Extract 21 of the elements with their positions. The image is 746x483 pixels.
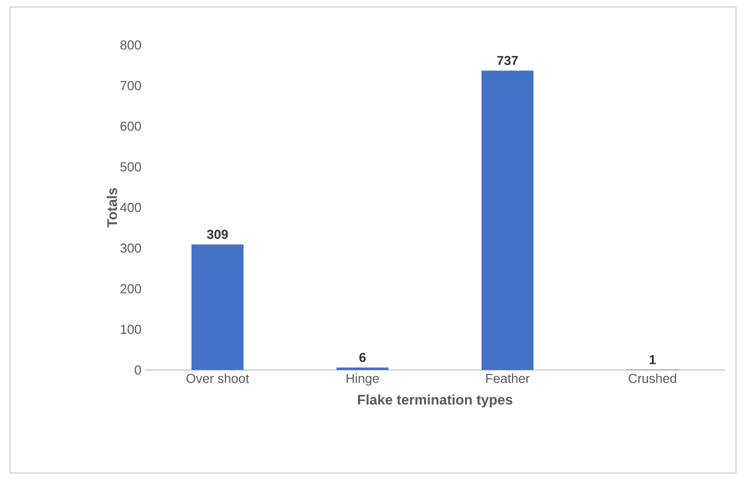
y-tick-label: 200 — [120, 284, 141, 294]
x-tick-label: Hinge — [346, 374, 379, 386]
y-tick-label: 500 — [120, 162, 141, 172]
data-label: 6 — [359, 352, 366, 362]
y-tick-label: 800 — [120, 40, 141, 50]
y-tick-label: 100 — [120, 324, 141, 334]
x-tick-label: Over shoot — [186, 374, 250, 384]
y-tick-label: 300 — [120, 244, 141, 253]
data-label: 1 — [650, 355, 656, 364]
data-label: 309 — [207, 230, 228, 239]
x-tick-label: Crushed — [628, 374, 676, 384]
bar — [192, 244, 244, 370]
y-tick-label: 400 — [120, 202, 141, 212]
x-tick-label: Feather — [486, 374, 530, 384]
y-tick-label: 600 — [120, 122, 141, 131]
bar — [482, 70, 534, 370]
y-tick-label: 700 — [120, 81, 141, 90]
data-label: 737 — [497, 56, 518, 66]
y-axis-title: Totals — [106, 188, 118, 228]
y-tick-label: 0 — [134, 365, 141, 375]
x-axis-title: Flake termination types — [358, 394, 512, 408]
